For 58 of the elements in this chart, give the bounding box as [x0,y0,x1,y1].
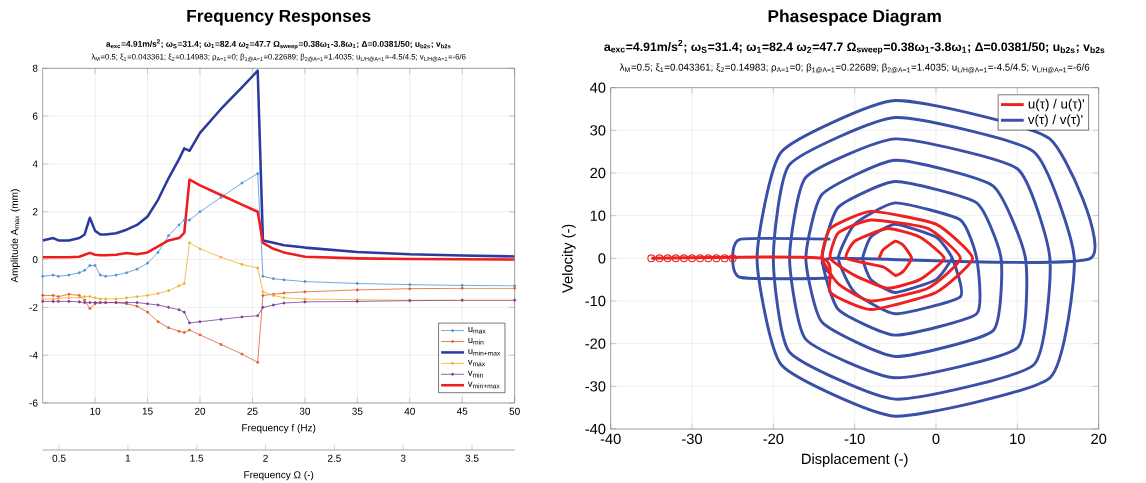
legend-label: u(τ) / u(τ)' [1028,98,1084,112]
x-axis-title: Displacement (-) [802,453,908,467]
y-tick-label: 2 [32,208,38,216]
y-tick-label: 30 [590,125,606,136]
text: λ$_{M}$=0.5; ξ$_{1}$=0.043361; ξ$_{2}$=0.14983; ρ$_{A=1}$=0; β$_{1@A=1}$=0.22689; β$_{2@A=1}$=1.4035; u$_{L/H@A=1}$=-4.5/4.5; v$_{L/H@A=1}$=-6/6 [619,63,1090,74]
x-tick-label: 0 [932,433,940,445]
y-tick-label: 8 [32,64,38,72]
chart-title: Frequency Responses [187,9,371,26]
x-tick-label: 20 [194,407,206,415]
x-tick-label: 45 [456,407,468,415]
x2-tick-label: 3 [400,454,406,462]
y-tick-label: 40 [589,82,606,93]
y-tick-label: -40 [585,423,606,435]
x-tick-label: 50 [509,407,520,415]
x-axis-title: Frequency f (Hz) [242,423,316,434]
x-tick-label: -30 [682,433,703,445]
legend-label: u$_{max}$ [468,327,486,334]
chart-title: Phasespace Diagram [768,9,941,26]
y-tick-label: 10 [590,210,606,221]
legend-label: v$_{max}$ [467,359,486,367]
text: a$_{exc}$=4.91m/s$^{2}$; ω$_{S}$=31.4; ω$_{1}$=82.4 ω$_{2}$=47.7 Ω$_{sweep}$=0.38ω$_{1}$-3.8ω$_{1}$; Δ=0.0381/50; u$_{b2s}$; v$_{b2s}$ [106,39,451,50]
y-tick-label: 20 [590,167,606,179]
x2-tick-label: 1.5 [190,454,204,462]
x2-tick-label: 3.5 [465,454,479,462]
y-tick-label: -4 [29,351,38,359]
x-tick-label: 30 [299,407,311,415]
x-tick-label: -20 [763,433,784,445]
x-tick-label: 35 [352,407,363,415]
text: a$_{exc}$=4.91m/s$^{2}$; ω$_{S}$=31.4; ω$_{1}$=82.4 ω$_{2}$=47.7 Ω$_{sweep}$=0.38ω$_{1}$-3.8ω$_{1}$; Δ=0.0381/50; u$_{b2s}$; v$_{b2s}$ [604,39,1105,55]
y-axis-title: Amplitude A$_{max}$ (mm) [10,189,20,283]
x-tick-label: 10 [90,407,101,415]
legend-label: v$_{min}$ [467,370,483,378]
x2-tick-label: 0.5 [52,454,66,462]
x2-tick-label: 2 [263,454,268,462]
y-tick-label: 6 [32,112,38,120]
y-tick-label: -20 [585,338,606,349]
x-tick-label: 40 [404,407,415,415]
y-tick-label: 0 [598,253,606,264]
y-tick-label: -10 [585,295,606,307]
x-tick-label: 15 [142,407,153,415]
y-tick-label: 4 [32,160,38,168]
legend-label: u$_{min+max}$ [468,348,501,356]
y-tick-label: -6 [29,399,38,407]
y-tick-label: 0 [32,256,38,264]
legend-label: v$_{min+max}$ [467,381,500,389]
x-tick-label: 25 [247,407,258,415]
x-tick-label: 20 [1091,433,1107,445]
y-axis-title: Velocity (-) [561,224,576,293]
x2-tick-label: 1 [125,454,131,462]
legend-label: v(τ) / v(τ)' [1027,114,1083,127]
x-tick-label: -10 [844,433,865,445]
x2-axis-title: Frequency Ω (-) [244,470,314,481]
legend-label: u$_{min}$ [468,338,484,345]
y-tick-label: -30 [585,381,606,392]
x-tick-label: 10 [1010,433,1025,445]
y-tick-label: -2 [29,303,38,311]
x-tick-label: -40 [600,433,621,445]
x2-tick-label: 2.5 [327,454,341,462]
